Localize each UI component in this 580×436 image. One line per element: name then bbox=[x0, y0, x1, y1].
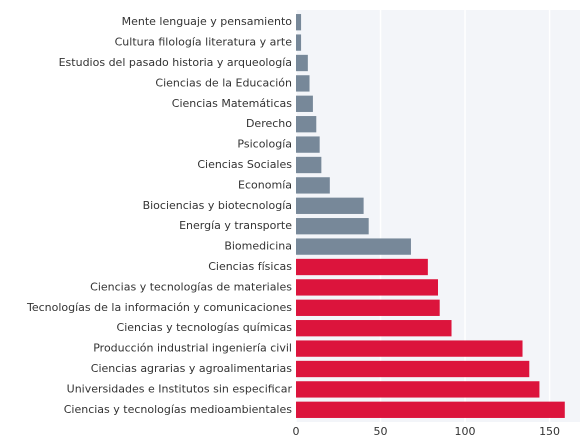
bar bbox=[296, 197, 364, 214]
y-tick-label: Psicología bbox=[237, 138, 292, 151]
bar bbox=[296, 75, 310, 92]
bar bbox=[296, 238, 411, 255]
bar bbox=[296, 279, 438, 296]
y-tick-label: Estudios del pasado historia y arqueolog… bbox=[59, 56, 292, 69]
bar bbox=[296, 381, 540, 398]
y-tick-label: Derecho bbox=[246, 117, 292, 130]
y-tick-label: Ciencias Sociales bbox=[197, 158, 292, 171]
y-tick-label: Ciencias y tecnologías químicas bbox=[117, 321, 293, 334]
y-tick-label: Biomedicina bbox=[224, 240, 292, 253]
bar bbox=[296, 320, 452, 337]
y-tick-label: Ciencias de la Educación bbox=[155, 76, 292, 89]
y-tick-label: Energía y transporte bbox=[179, 219, 292, 232]
bar bbox=[296, 54, 308, 72]
x-tick-label: 150 bbox=[539, 425, 560, 436]
y-tick-label: Producción industrial ingeniería civil bbox=[93, 342, 292, 355]
y-tick-label: Ciencias y tecnologías medioambientales bbox=[64, 403, 293, 416]
bar bbox=[296, 14, 302, 31]
x-tick-label: 100 bbox=[455, 425, 476, 436]
y-tick-label: Ciencias físicas bbox=[208, 260, 292, 273]
bar bbox=[296, 258, 428, 276]
y-tick-label: Ciencias agrarias y agroalimentarias bbox=[91, 362, 293, 375]
bar bbox=[296, 116, 317, 133]
bar bbox=[296, 95, 313, 112]
bar bbox=[296, 299, 440, 316]
x-tick-label: 50 bbox=[374, 425, 388, 436]
bar bbox=[296, 401, 565, 418]
y-tick-label: Tecnologías de la información y comunica… bbox=[26, 301, 292, 314]
y-tick-label: Economía bbox=[238, 178, 292, 191]
y-tick-label: Ciencias Matemáticas bbox=[172, 97, 292, 110]
y-tick-label: Biociencias y biotecnología bbox=[143, 199, 292, 212]
bar bbox=[296, 177, 330, 194]
y-tick-label: Cultura filología literatura y arte bbox=[115, 36, 293, 49]
bar bbox=[296, 34, 302, 51]
y-tick-label: Mente lenguaje y pensamiento bbox=[122, 15, 293, 28]
plot-background bbox=[296, 10, 580, 422]
bar bbox=[296, 136, 320, 153]
bar bbox=[296, 218, 369, 235]
y-tick-label: Ciencias y tecnologías de materiales bbox=[90, 280, 292, 293]
y-tick-label: Universidades e Institutos sin especific… bbox=[67, 382, 293, 395]
x-tick-label: 0 bbox=[293, 425, 300, 436]
bar bbox=[296, 360, 530, 378]
bar bbox=[296, 340, 523, 357]
bar bbox=[296, 156, 322, 174]
